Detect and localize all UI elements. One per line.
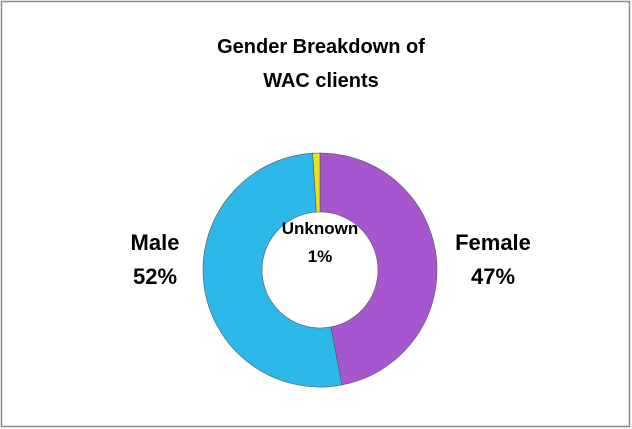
slice-label: Male (131, 230, 180, 255)
slice-value-label: 1% (308, 247, 333, 266)
donut-slice (312, 152, 321, 213)
slice-value-label: 47% (471, 264, 515, 289)
slice-label: Female (455, 230, 531, 255)
chart-title: Gender Breakdown of WAC clients (217, 36, 425, 92)
slice-value-label: 52% (133, 264, 177, 289)
slice-label: Unknown (282, 219, 359, 238)
donut-slice (319, 152, 438, 386)
donut-slice (202, 152, 343, 388)
